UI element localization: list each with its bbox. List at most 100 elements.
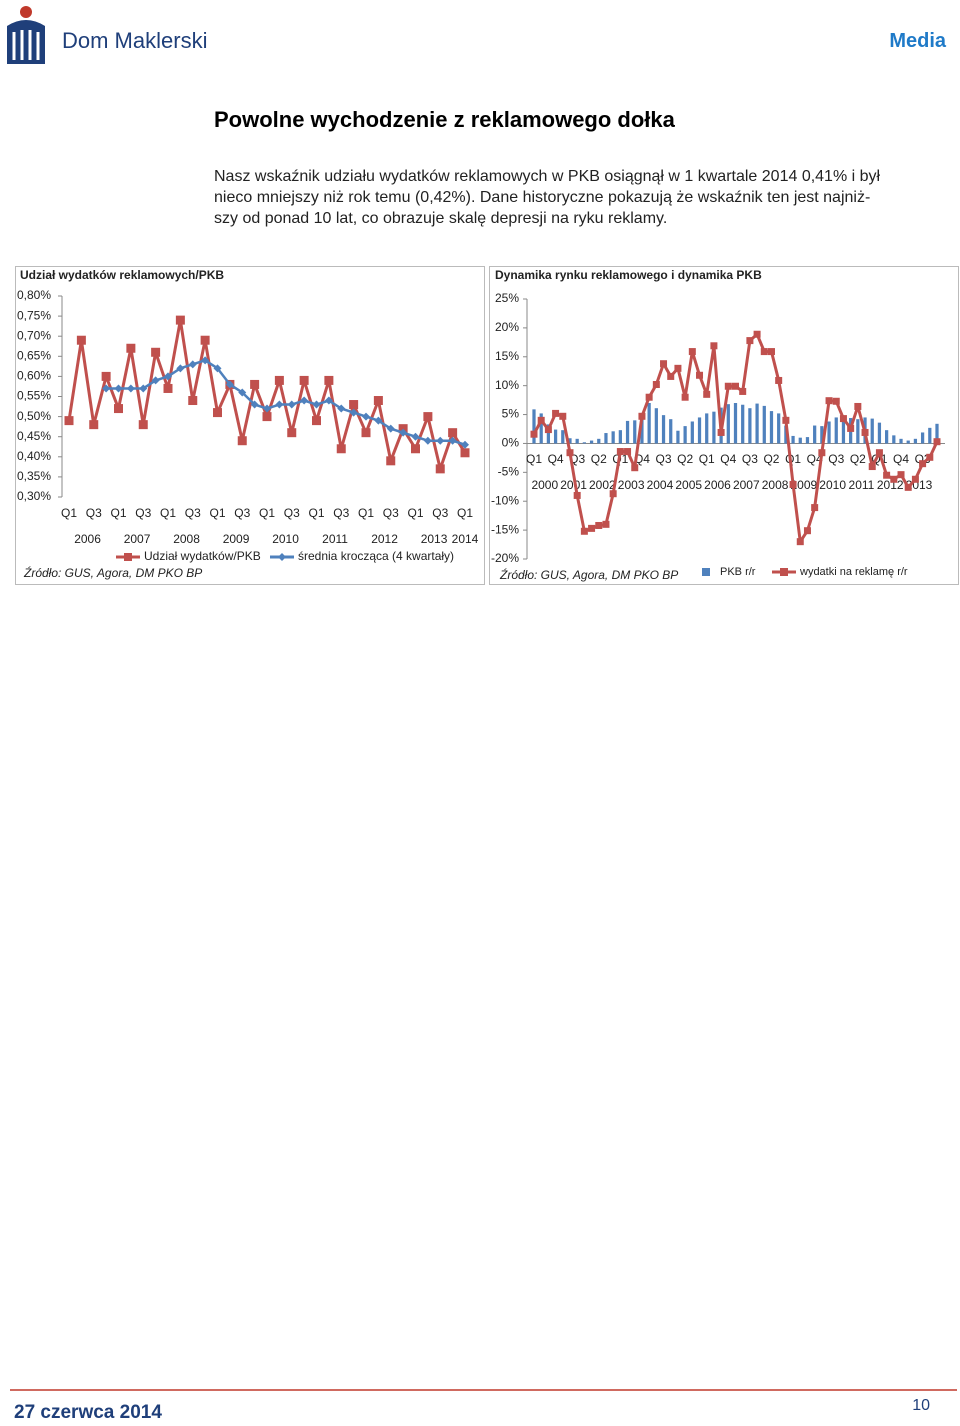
year-label: 2012 [371,532,398,546]
marker [275,400,284,409]
bar [813,425,817,444]
marker [803,527,811,535]
marker [588,524,596,532]
marker [660,360,668,368]
marker [114,404,123,414]
marker [580,527,588,535]
marker [681,393,689,401]
bar [856,419,860,444]
y-tick-label: -20% [491,551,519,565]
x-tick-label: Q1 [407,506,423,520]
marker [89,420,99,430]
marker [552,409,560,417]
marker [926,453,934,461]
bar [748,408,752,444]
text-line: szy od ponad 10 lat, co obrazuje skalę d… [214,210,668,227]
paragraph: Nasz wskaźnik udziału wydatków reklamowy… [214,166,880,229]
marker [775,376,783,384]
x-tick-label: Q1 [160,506,176,520]
bar [928,427,932,444]
bar [690,421,694,444]
marker [703,390,711,398]
y-tick-label: 25% [495,291,519,305]
marker [933,438,941,446]
marker [188,396,198,406]
marker [126,384,135,393]
marker [624,448,632,456]
marker [435,464,445,474]
x-tick-label: Q3 [234,506,250,520]
year-label: 2003 [618,478,645,492]
marker [126,343,136,353]
marker [832,397,840,405]
marker [631,464,639,472]
year-label: 2006 [74,532,101,546]
marker [460,448,470,458]
marker [724,382,732,390]
marker [188,360,197,369]
marker [336,444,346,454]
marker [164,372,172,381]
bar [906,440,910,444]
marker [897,471,905,479]
marker [114,384,123,393]
y-tick-label: 20% [495,320,519,334]
marker [151,347,161,357]
footer-rule [10,1389,957,1391]
x-tick-label: Q1 [358,506,374,520]
marker [324,396,333,405]
x-tick-label: Q4 [548,452,564,466]
marker [559,412,567,420]
bar [877,422,882,444]
y-tick-label: -15% [491,522,519,536]
marker [225,380,234,389]
marker [530,430,538,438]
marker [645,393,653,401]
bar [798,437,802,444]
bar [669,419,673,444]
marker [883,471,891,479]
marker [64,416,74,426]
marker [739,387,747,395]
marker [436,436,445,445]
source: Źródło: GUS, Agora, DM PKO BP [23,565,202,580]
legend-swatch [702,568,710,576]
year-label: 2010 [272,532,299,546]
series-line [67,318,467,471]
marker [262,412,272,422]
bar [841,416,846,444]
x-tick-label: Q2 [677,452,693,466]
marker [102,384,111,393]
marker [861,428,869,436]
marker [710,342,718,350]
marker [386,456,396,466]
marker [696,371,704,379]
marker [200,335,210,345]
marker [537,416,545,424]
marker [448,436,457,445]
x-tick-label: Q1 [785,452,801,466]
marker [461,440,469,449]
legend-label: średnia krocząca (4 kwartały) [298,549,454,563]
bar [697,417,702,444]
y-tick-label: 0,75% [17,308,51,322]
year-label: 2000 [531,478,558,492]
section-label: Media [889,30,946,52]
y-tick-label: -10% [491,493,519,507]
y-tick-label: 0,30% [17,489,51,503]
marker [287,428,297,438]
y-tick-label: 0,45% [17,429,51,443]
marker [919,460,927,468]
marker [732,382,739,390]
marker [652,381,660,389]
year-label: 2011 [322,532,348,546]
marker [904,483,912,491]
chart-frame [489,266,959,585]
text-line: Nasz wskaźnik udziału wydatków reklamowy… [214,168,881,185]
y-tick-label: 0,35% [17,469,51,483]
bar [899,438,903,444]
bar [611,431,615,444]
bar [741,404,745,444]
marker [374,416,383,425]
